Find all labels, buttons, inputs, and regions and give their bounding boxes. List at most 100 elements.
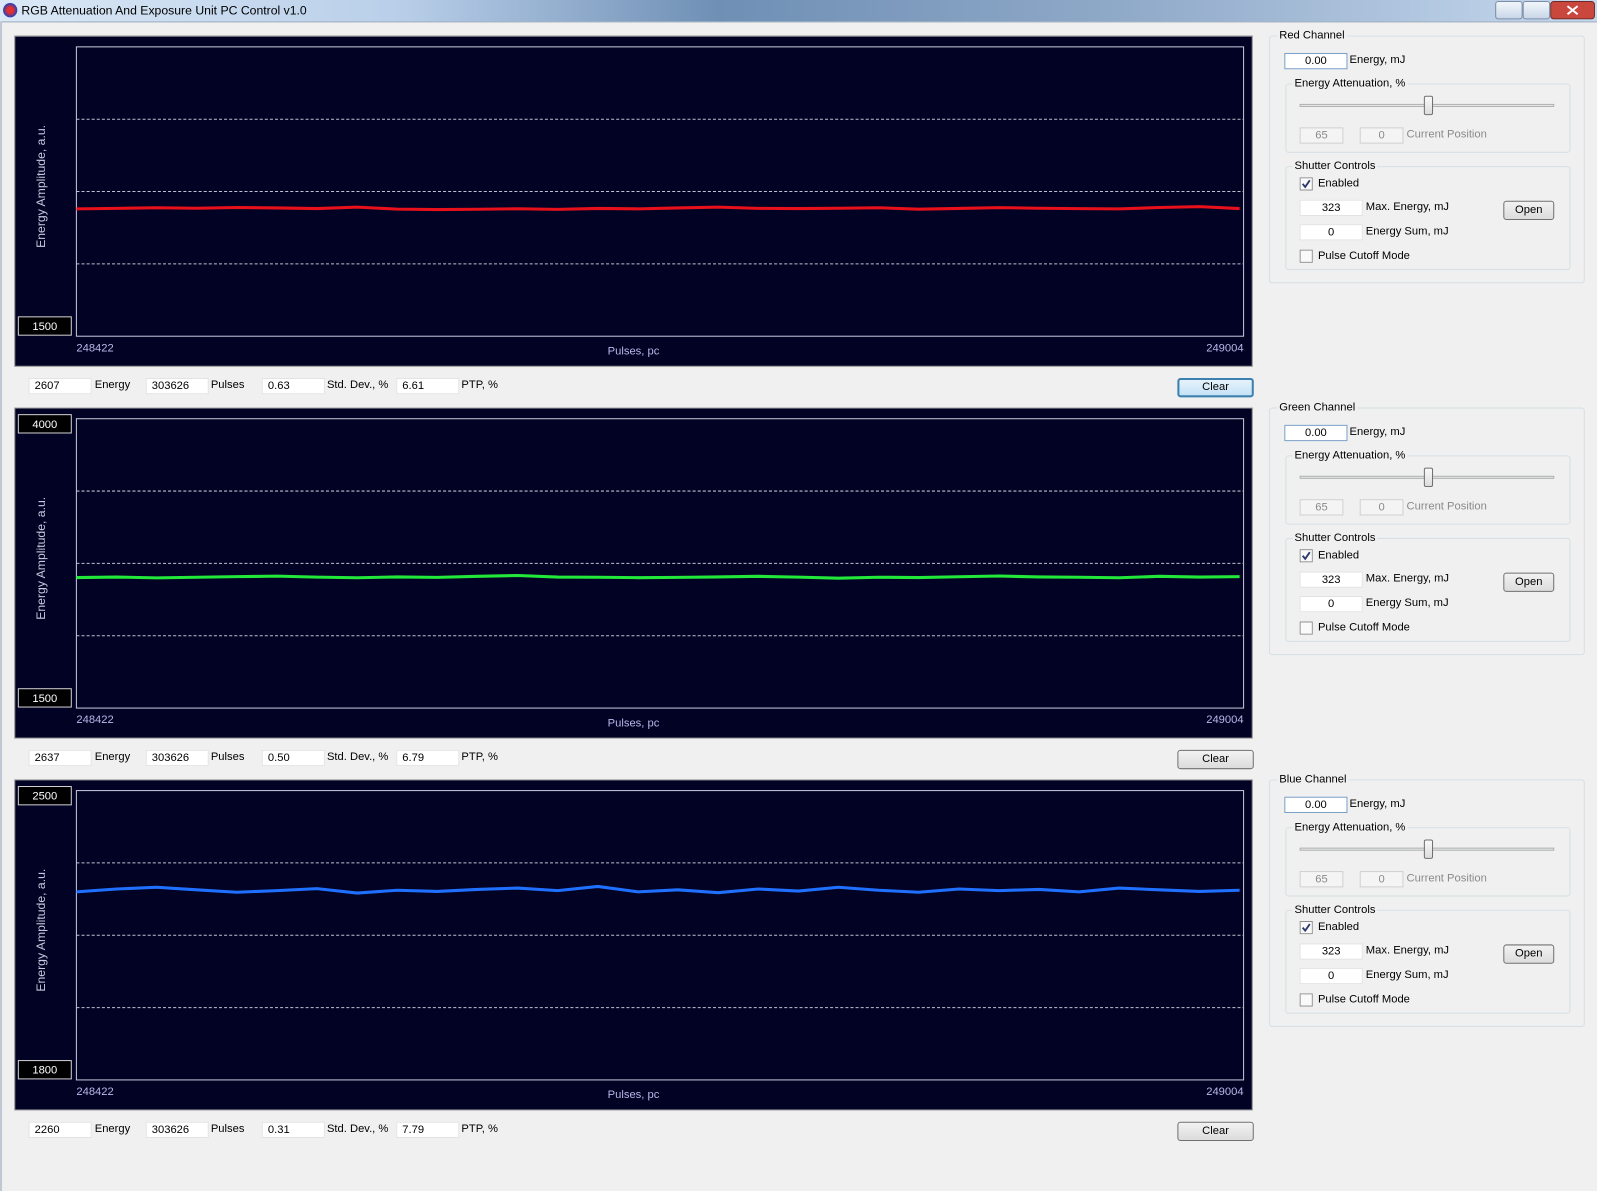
check-mark (1301, 551, 1311, 561)
slider-thumb[interactable] (1423, 839, 1434, 859)
y-tick-box (17, 1060, 72, 1080)
channel-title: Blue Channel (1277, 771, 1349, 788)
stat-value[interactable]: 303626 (145, 1121, 209, 1138)
channel-title: Red Channel (1277, 27, 1347, 44)
pulse-cutoff-label: Pulse Cutoff Mode (1317, 621, 1410, 634)
y-axis-label: Energy Amplitude, a.u. (34, 497, 48, 620)
stat-label: Energy (94, 378, 131, 392)
shutter-title: Shutter Controls (1292, 157, 1378, 175)
stat-label: Pulses (210, 750, 245, 764)
channel-group (1269, 35, 1585, 284)
y-axis-label: Energy Amplitude, a.u. (34, 869, 48, 992)
shutter-group (1285, 909, 1571, 1014)
stat-label: Energy (94, 1122, 131, 1135)
slider-thumb[interactable] (1423, 95, 1434, 116)
y-tick-label: 1500 (32, 321, 57, 333)
max-energy-field[interactable]: 323 (1299, 943, 1363, 960)
data-line (76, 884, 1240, 895)
checkbox-box (1299, 621, 1313, 635)
enabled-checkbox[interactable] (1299, 549, 1313, 563)
channel-group (1269, 407, 1585, 656)
stat-value[interactable]: 7.79 (396, 1121, 460, 1138)
data-line (76, 573, 1240, 580)
stat-label: Std. Dev., % (326, 750, 389, 764)
y-tick-label: 1800 (32, 1065, 57, 1077)
clear-button[interactable]: Clear (1177, 1121, 1254, 1142)
pulse-cutoff-checkbox[interactable] (1299, 621, 1313, 635)
stat-value[interactable]: 303626 (145, 377, 209, 395)
open-button[interactable]: Open (1503, 200, 1555, 221)
x-tick-label: 249004 (1206, 714, 1243, 726)
checkbox-box (1299, 249, 1313, 263)
pulse-cutoff-checkbox[interactable] (1299, 993, 1313, 1007)
stat-value[interactable]: 0.63 (261, 377, 325, 395)
stat-value[interactable]: 6.79 (396, 749, 460, 767)
stat-label: Std. Dev., % (326, 1122, 389, 1135)
minimize-button[interactable] (1495, 1, 1523, 20)
current-position-label: Current Position (1406, 500, 1487, 513)
current-position-label: Current Position (1406, 872, 1487, 885)
panel-bg (14, 35, 1253, 367)
attenuation-field[interactable]: 65 (1299, 871, 1344, 888)
energy-field[interactable]: 0.00 (1284, 52, 1348, 70)
stat-value[interactable]: 2607 (28, 377, 92, 395)
app-icon (3, 3, 18, 18)
data-line (76, 205, 1240, 212)
window-title: RGB Attenuation And Exposure Unit PC Con… (21, 3, 307, 18)
enabled-checkbox[interactable] (1299, 177, 1313, 191)
stat-value[interactable]: 0.50 (261, 749, 325, 767)
enabled-label: Enabled (1317, 177, 1360, 190)
attenuation-field[interactable]: 65 (1299, 499, 1344, 516)
panel-bg (14, 779, 1253, 1111)
clear-button[interactable]: Clear (1177, 377, 1254, 398)
chart-panel: 1500 4000 248422 249004 Pulses, pc Energy Amp… (14, 407, 1253, 739)
max-energy-field[interactable]: 323 (1299, 199, 1363, 216)
pulse-cutoff-checkbox[interactable] (1299, 249, 1313, 263)
attenuation-group (1285, 827, 1571, 897)
x-tick-label: 248422 (76, 342, 113, 354)
check-mark (1301, 923, 1311, 933)
check-mark (1301, 179, 1311, 189)
stat-value[interactable]: 6.61 (396, 377, 460, 395)
energy-sum-label: Energy Sum, mJ (1365, 968, 1449, 982)
max-energy-label: Max. Energy, mJ (1365, 572, 1450, 585)
max-energy-field[interactable]: 323 (1299, 571, 1363, 588)
close-button[interactable] (1550, 1, 1595, 20)
open-button[interactable]: Open (1503, 572, 1555, 592)
energy-sum-field[interactable]: 0 (1299, 595, 1363, 613)
attenuation-field[interactable]: 65 (1299, 127, 1344, 144)
current-position-field[interactable]: 0 (1359, 499, 1404, 516)
shutter-group (1285, 166, 1571, 270)
shutter-group (1285, 537, 1571, 642)
maximize-button[interactable] (1522, 1, 1551, 20)
stat-label: Std. Dev., % (326, 378, 389, 392)
stat-value[interactable]: 0.31 (261, 1121, 325, 1138)
stat-label: PTP, % (461, 378, 498, 392)
slider-thumb[interactable] (1423, 467, 1434, 487)
stat-value[interactable]: 303626 (145, 749, 209, 767)
current-position-field[interactable]: 0 (1359, 127, 1404, 144)
attenuation-group (1285, 83, 1571, 153)
energy-field[interactable]: 0.00 (1284, 424, 1348, 442)
attenuation-label: Energy Attenuation, % (1292, 447, 1408, 464)
stat-value[interactable]: 2637 (28, 749, 92, 767)
current-position-field[interactable]: 0 (1359, 871, 1404, 888)
title-bar (0, 0, 1597, 23)
enabled-label: Enabled (1317, 549, 1360, 562)
y-tick-box (17, 688, 72, 708)
clear-button[interactable]: Clear (1177, 749, 1254, 770)
stat-value[interactable]: 2260 (28, 1121, 92, 1138)
x-tick-label: 248422 (76, 714, 113, 726)
close-icon (1566, 5, 1579, 16)
energy-sum-field[interactable]: 0 (1299, 224, 1363, 241)
open-button[interactable]: Open (1503, 944, 1555, 964)
channel-group (1269, 779, 1585, 1027)
enabled-checkbox[interactable] (1299, 920, 1313, 935)
panel-bg (14, 407, 1253, 739)
energy-field[interactable]: 0.00 (1284, 796, 1348, 814)
energy-sum-field[interactable]: 0 (1299, 967, 1363, 985)
stat-label: Pulses (210, 378, 245, 392)
stat-label: Energy (94, 750, 131, 764)
x-axis-label: Pulses, pc (608, 345, 660, 357)
